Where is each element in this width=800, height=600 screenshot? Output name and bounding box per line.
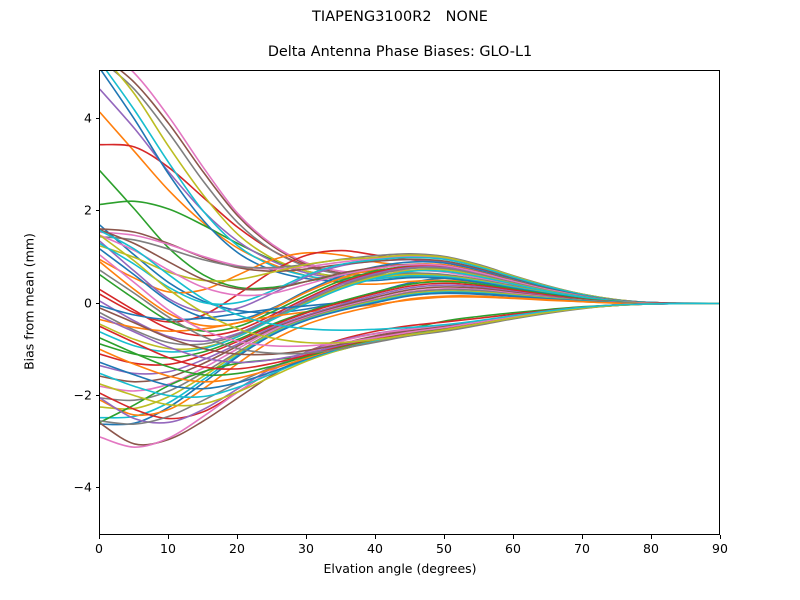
y-tick-mark — [95, 210, 99, 212]
series-line — [100, 229, 719, 332]
x-tick-mark — [444, 535, 445, 539]
series-line — [100, 302, 719, 383]
y-tick-mark — [95, 118, 99, 120]
x-tick-mark — [651, 535, 652, 539]
x-tick-label: 10 — [160, 541, 176, 556]
chart-title: Delta Antenna Phase Biases: GLO-L1 — [267, 44, 533, 60]
x-axis-label: Elvation angle (degrees) — [323, 561, 477, 576]
x-tick-label: 70 — [574, 541, 590, 556]
y-axis-label: Bias from mean (mm) — [21, 233, 37, 370]
x-tick-mark — [168, 535, 169, 539]
x-tick-label: 60 — [505, 541, 521, 556]
x-tick-label: 30 — [298, 541, 314, 556]
y-tick-mark — [95, 302, 99, 304]
y-tick-label: −4 — [73, 479, 92, 495]
x-tick-mark — [99, 535, 100, 539]
y-tick-label: 4 — [84, 110, 92, 126]
x-tick-label: 40 — [367, 541, 383, 556]
y-tick-label: 2 — [84, 202, 92, 218]
x-tick-label: 0 — [95, 541, 103, 556]
x-tick-mark — [513, 535, 514, 539]
y-tick-mark — [95, 486, 99, 488]
y-tick-label: −2 — [73, 387, 92, 403]
x-tick-mark — [375, 535, 376, 539]
x-tick-label: 20 — [229, 541, 245, 556]
y-tick-label: 0 — [84, 295, 92, 310]
x-tick-mark — [720, 535, 721, 539]
x-tick-label: 50 — [436, 541, 452, 556]
series-line — [100, 302, 719, 420]
curve-lines — [100, 71, 719, 448]
series-line — [100, 302, 719, 424]
x-tick-label: 90 — [712, 541, 728, 556]
y-tick-labels: −4 −2 0 2 4 — [54, 0, 92, 600]
x-tick-mark — [306, 535, 307, 539]
figure-suptitle: TIAPENG3100R2 NONE — [311, 9, 488, 25]
x-tick-label: 80 — [643, 541, 659, 556]
y-tick-mark — [95, 394, 99, 396]
x-tick-mark — [582, 535, 583, 539]
plot-area — [99, 70, 720, 535]
x-tick-mark — [237, 535, 238, 539]
